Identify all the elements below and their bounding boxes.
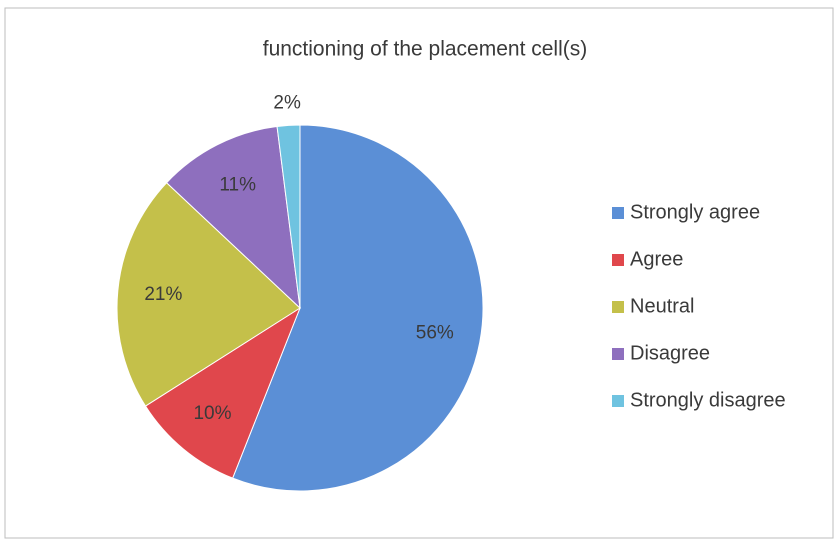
legend-label: Strongly disagree bbox=[630, 389, 786, 411]
data-label: 56% bbox=[416, 323, 454, 344]
pie-slice bbox=[144, 306, 302, 479]
legend-swatch bbox=[612, 348, 624, 360]
legend-label: Neutral bbox=[630, 295, 694, 317]
pie-slice bbox=[276, 124, 301, 309]
data-label: 2% bbox=[273, 92, 301, 113]
legend-label: Strongly agree bbox=[630, 201, 760, 223]
legend-swatch bbox=[612, 254, 624, 266]
legend-label: Agree bbox=[630, 248, 683, 270]
data-label: 10% bbox=[193, 403, 231, 424]
chart-title: functioning of the placement cell(s) bbox=[263, 38, 588, 61]
data-label: 21% bbox=[144, 284, 182, 305]
pie-slice bbox=[165, 125, 301, 310]
pie-slice bbox=[116, 182, 301, 407]
legend-swatch bbox=[612, 301, 624, 313]
legend-swatch bbox=[612, 395, 624, 407]
pie-slice bbox=[231, 124, 484, 492]
data-label: 11% bbox=[219, 175, 256, 196]
legend-swatch bbox=[612, 207, 624, 219]
legend-label: Disagree bbox=[630, 342, 710, 364]
